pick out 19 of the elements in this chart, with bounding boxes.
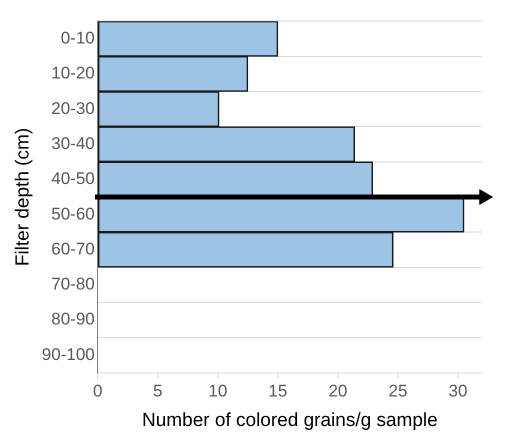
y-tick-label: 60-70 (51, 239, 95, 258)
y-tick-label: 0-10 (60, 28, 95, 48)
y-tick-label: 20-30 (51, 98, 95, 118)
x-tick-label: 30 (448, 382, 468, 401)
x-tick-label: 0 (93, 382, 102, 401)
y-tick-label: 30-40 (51, 134, 95, 153)
y-axis-title: Filter depth (cm) (12, 128, 34, 266)
x-axis-title: Number of colored grains/g sample (142, 410, 438, 431)
x-tick-label: 5 (153, 382, 163, 401)
x-tick-label: 15 (268, 382, 288, 401)
x-tick-label: 10 (208, 382, 228, 401)
y-tick-label: 40-50 (51, 169, 95, 188)
x-tick-label: 25 (388, 382, 408, 401)
x-tick-label: 20 (328, 382, 348, 401)
y-tick-label: 70-80 (51, 274, 95, 294)
y-tick-label: 10-20 (51, 64, 95, 83)
y-tick-label: 80-90 (51, 310, 95, 329)
y-tick-label: 50-60 (51, 204, 95, 224)
y-tick-label: 90-100 (42, 344, 95, 364)
